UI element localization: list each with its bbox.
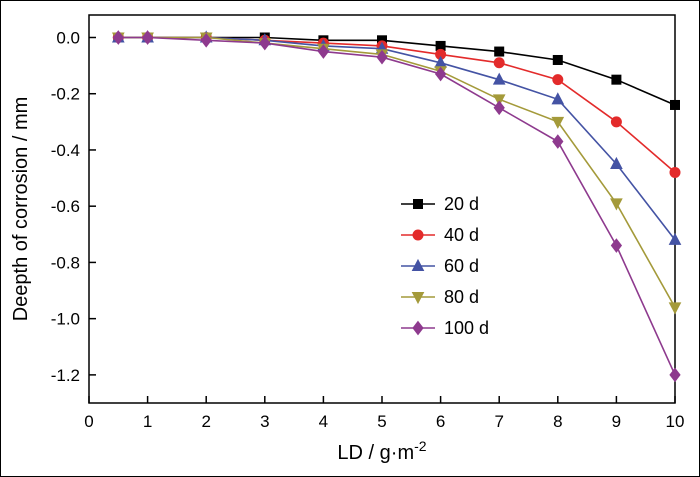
legend-label-100-d: 100 d [444,318,489,338]
y-tick-label: -1.0 [51,310,80,329]
legend-label-40-d: 40 d [444,225,479,245]
legend-item-100-d: 100 d [401,318,489,338]
legend-item-40-d: 40 d [401,225,479,245]
triangle-up-marker [668,232,682,245]
triangle-down-marker [610,198,623,211]
triangle-up-marker [492,72,506,85]
diamond-marker [317,44,330,59]
x-tick-label: 6 [436,412,445,431]
diamond-marker [552,134,564,149]
y-tick-label: -0.2 [51,85,80,104]
series-line-100-d [118,36,676,376]
legend-label-80-d: 80 d [444,287,479,307]
diamond-marker [200,32,212,48]
y-tick-label: -0.8 [51,253,80,272]
x-tick-label: 2 [201,412,210,431]
diamond-marker [259,35,271,51]
legend-item-80-d: 80 d [401,287,479,307]
legend-label-20-d: 20 d [444,194,479,214]
legend-item-20-d: 20 d [401,194,479,214]
y-axis-title: Deepth of corrosion / mm [10,97,32,322]
triangle-down-marker [411,292,425,305]
square-marker [611,74,622,85]
diamond-marker [412,320,424,336]
diamond-marker [112,30,124,45]
x-tick-label: 10 [666,412,685,431]
square-marker [670,99,680,110]
triangle-down-marker [551,116,565,129]
legend: 20 d 40 d 60 d 80 d 100 d [401,194,489,338]
triangle-up-marker [551,92,565,105]
square-marker [552,54,563,65]
diamond-marker [669,367,681,383]
circle-marker [412,229,424,241]
y-tick-label: -1.2 [51,366,80,385]
series-20-d [113,32,680,110]
x-tick-label: 3 [260,412,269,431]
x-tick-label: 0 [84,412,93,431]
series-40-d [112,31,681,178]
triangle-down-marker [668,302,682,315]
x-tick-label: 8 [553,412,562,431]
diamond-marker [434,66,447,82]
diamond-marker [610,238,623,253]
series-60-d [111,30,682,245]
y-tick-label: -0.4 [51,141,80,160]
y-tick-label: 0.0 [56,28,80,47]
diamond-marker [141,30,154,45]
triangle-down-marker [492,94,506,107]
square-marker [494,46,505,57]
circle-marker [610,116,622,128]
legend-item-60-d: 60 d [401,256,479,276]
diamond-marker [493,100,505,116]
x-tick-label: 5 [377,412,386,431]
series-line-60-d [118,36,676,241]
triangle-up-marker [610,156,623,170]
x-tick-label: 7 [494,412,503,431]
series-line-80-d [118,36,676,308]
circle-marker [493,57,505,69]
series-100-d [112,30,681,383]
series-80-d [111,32,682,315]
x-tick-label: 1 [143,412,152,431]
square-marker [413,199,423,209]
y-axis: 0.0 -0.2 -0.4 -0.6 -0.8 -1.0 -1.2 [51,28,96,385]
plot-frame [88,14,676,404]
circle-marker [552,74,564,86]
y-tick-label: -0.6 [51,197,80,216]
triangle-up-marker [411,258,425,271]
circle-marker [669,166,681,178]
diamond-marker [376,49,388,65]
x-tick-label: 4 [319,412,328,431]
series-line-40-d [118,36,676,174]
x-axis: 0 1 2 3 4 5 6 7 8 9 10 [84,396,684,431]
x-axis-title: LD / g·m-2 [337,438,426,464]
legend-label-60-d: 60 d [444,256,479,276]
x-tick-label: 9 [612,412,621,431]
